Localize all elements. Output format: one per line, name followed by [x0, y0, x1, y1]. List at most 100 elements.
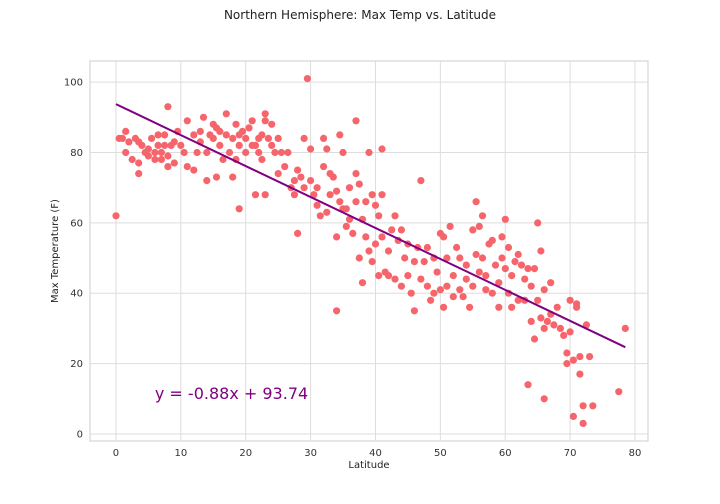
data-point [327, 191, 334, 198]
data-point [301, 184, 308, 191]
data-point [314, 184, 321, 191]
data-point [378, 191, 385, 198]
data-point [268, 142, 275, 149]
data-point [479, 212, 486, 219]
data-point [197, 128, 204, 135]
y-tick-label: 100 [64, 78, 83, 89]
data-point [375, 212, 382, 219]
data-point [427, 297, 434, 304]
data-point [200, 114, 207, 121]
y-tick-label: 0 [77, 429, 83, 440]
data-point [460, 293, 467, 300]
data-point [473, 198, 480, 205]
data-point [229, 174, 236, 181]
data-point [385, 272, 392, 279]
data-point [492, 262, 499, 269]
data-point [476, 223, 483, 230]
data-point [576, 371, 583, 378]
data-point [421, 258, 428, 265]
data-point [502, 265, 509, 272]
data-point [573, 304, 580, 311]
y-tick-label: 80 [70, 148, 83, 159]
data-point [563, 360, 570, 367]
data-point [333, 188, 340, 195]
data-point [135, 159, 142, 166]
x-tick-label: 0 [113, 448, 119, 459]
data-point [352, 117, 359, 124]
data-point [534, 297, 541, 304]
data-point [563, 349, 570, 356]
data-point [333, 233, 340, 240]
data-point [456, 286, 463, 293]
data-point [541, 395, 548, 402]
data-point [275, 135, 282, 142]
data-point [151, 156, 158, 163]
data-point [275, 170, 282, 177]
data-point [223, 131, 230, 138]
data-point [541, 286, 548, 293]
data-point [236, 142, 243, 149]
data-point [314, 202, 321, 209]
x-tick-label: 30 [304, 448, 317, 459]
y-tick-label: 40 [70, 289, 83, 300]
data-point [511, 258, 518, 265]
data-point [615, 388, 622, 395]
data-point [307, 145, 314, 152]
data-point [239, 128, 246, 135]
x-tick-label: 80 [629, 448, 642, 459]
data-point [463, 262, 470, 269]
data-point [450, 272, 457, 279]
data-point [437, 286, 444, 293]
data-point [184, 163, 191, 170]
data-point [557, 325, 564, 332]
data-point [411, 258, 418, 265]
data-point [171, 159, 178, 166]
data-point [531, 335, 538, 342]
data-point [430, 290, 437, 297]
data-point [262, 110, 269, 117]
data-point [580, 402, 587, 409]
data-point [158, 156, 165, 163]
data-point [489, 237, 496, 244]
data-point [482, 286, 489, 293]
data-point [333, 307, 340, 314]
data-point [447, 223, 454, 230]
data-point [544, 318, 551, 325]
data-point [323, 209, 330, 216]
data-point [352, 170, 359, 177]
data-point [537, 314, 544, 321]
data-point [521, 276, 528, 283]
data-point [164, 152, 171, 159]
data-point [164, 103, 171, 110]
data-point [417, 276, 424, 283]
data-point [281, 163, 288, 170]
data-point [336, 198, 343, 205]
data-point [479, 254, 486, 261]
data-point [417, 177, 424, 184]
data-point [372, 202, 379, 209]
data-point [378, 233, 385, 240]
data-point [369, 191, 376, 198]
data-point [404, 272, 411, 279]
data-point [346, 184, 353, 191]
data-point [482, 272, 489, 279]
data-point [294, 167, 301, 174]
data-point [135, 170, 142, 177]
data-point [203, 177, 210, 184]
data-point [284, 149, 291, 156]
data-point [252, 142, 259, 149]
data-point [489, 290, 496, 297]
data-point [161, 131, 168, 138]
data-point [145, 145, 152, 152]
data-point [515, 251, 522, 258]
data-point [307, 177, 314, 184]
data-point [388, 226, 395, 233]
data-point [359, 279, 366, 286]
data-point [365, 149, 372, 156]
data-point [408, 290, 415, 297]
data-point [391, 212, 398, 219]
data-point [570, 413, 577, 420]
data-point [155, 131, 162, 138]
data-point [122, 128, 129, 135]
data-point [528, 318, 535, 325]
